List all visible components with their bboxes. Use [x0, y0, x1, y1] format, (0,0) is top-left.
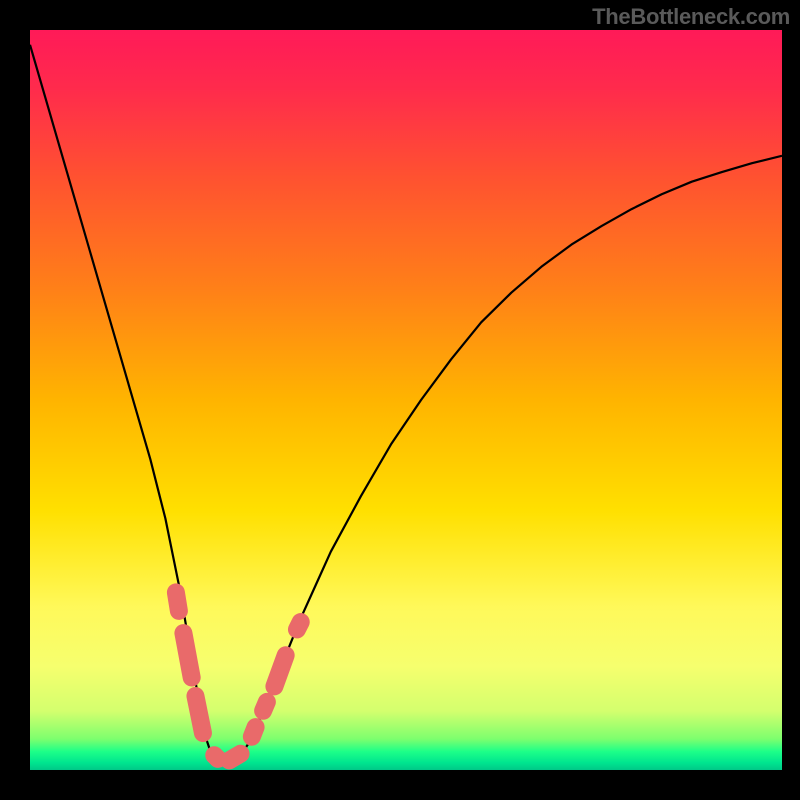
data-marker [195, 696, 203, 733]
gradient-background [30, 30, 782, 770]
data-marker [214, 755, 218, 759]
watermark-text: TheBottleneck.com [592, 4, 790, 30]
data-marker [274, 655, 285, 686]
data-marker [263, 702, 267, 711]
chart-stage: TheBottleneck.com [0, 0, 800, 800]
bottleneck-plot [30, 30, 782, 770]
data-marker [252, 727, 256, 737]
data-marker [183, 633, 191, 677]
data-marker [229, 754, 240, 761]
data-marker [297, 622, 301, 629]
data-marker [176, 592, 179, 611]
